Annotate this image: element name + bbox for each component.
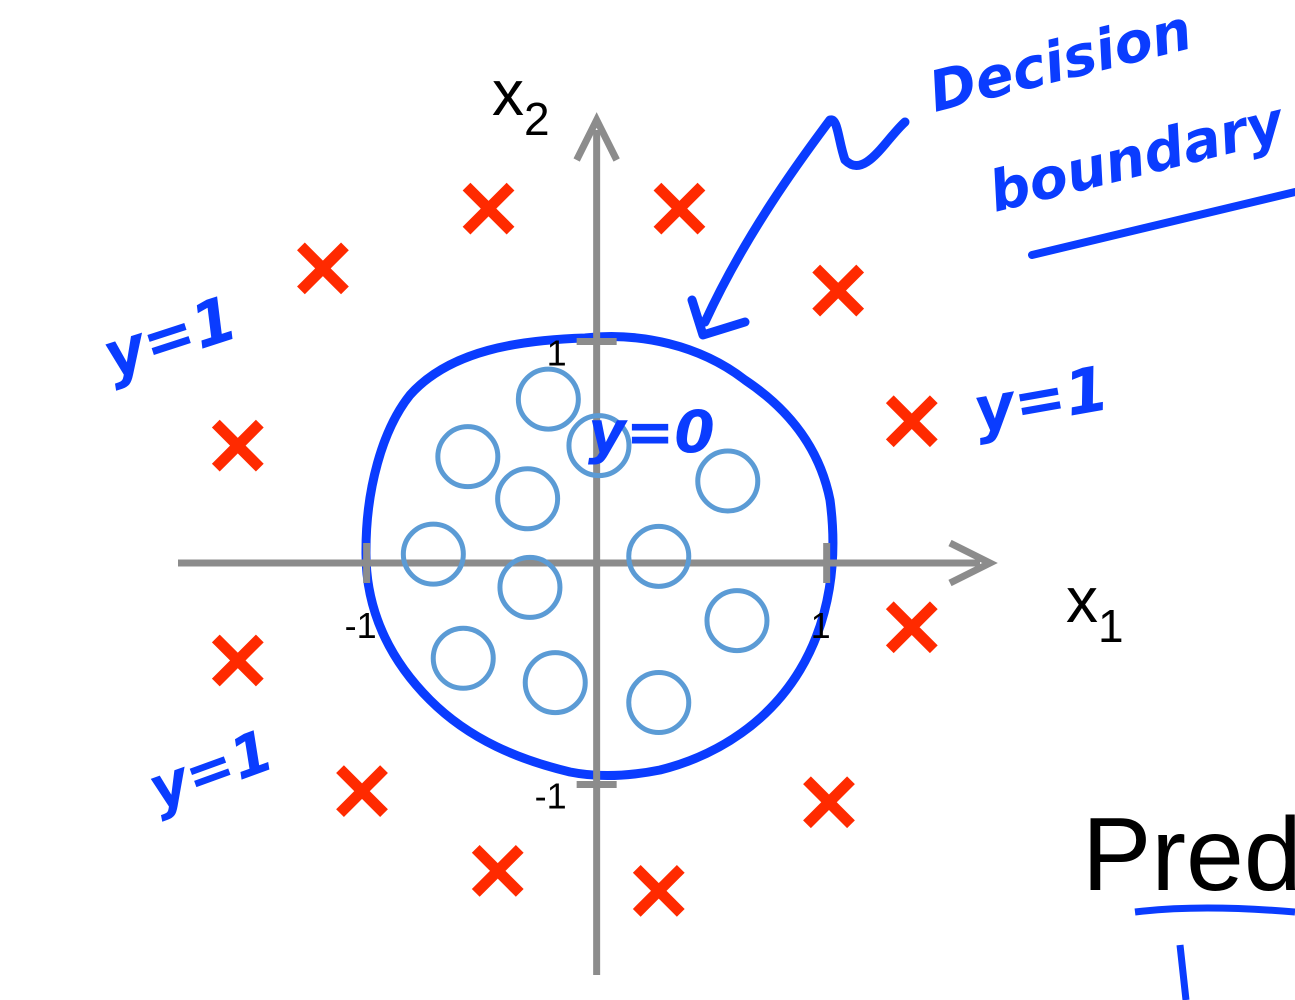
y-axis-arrow xyxy=(573,112,620,162)
cross-stroke xyxy=(462,182,515,235)
cross-point xyxy=(803,776,855,829)
cross-stroke xyxy=(336,765,388,818)
cross-point xyxy=(471,845,524,897)
cross-point xyxy=(462,182,515,235)
circle-point xyxy=(695,448,761,514)
cross-point xyxy=(211,634,264,687)
circle-point xyxy=(626,523,692,589)
cross-stroke xyxy=(812,264,865,317)
handwritten-note: y=0 xyxy=(588,398,715,466)
annotation-arrow xyxy=(687,115,910,340)
cross-stroke xyxy=(653,182,706,235)
cross-point xyxy=(297,242,349,295)
axis-label: x2 xyxy=(492,57,550,145)
circle-point xyxy=(495,466,561,532)
circle-point xyxy=(400,521,466,587)
cross-point xyxy=(885,601,938,654)
y-tick-label: 1 xyxy=(547,333,567,374)
circle-point xyxy=(626,670,692,736)
handwritten-note: y=1 xyxy=(140,716,282,823)
slide-underline xyxy=(1134,904,1295,1000)
annotation-underline xyxy=(1028,188,1295,259)
cross-point xyxy=(336,765,388,818)
circle-point xyxy=(522,650,588,716)
axis-label-text: x xyxy=(1066,564,1098,636)
cross-stroke xyxy=(211,634,264,687)
cross-point xyxy=(653,182,706,235)
cross-point xyxy=(885,395,938,448)
cross-point xyxy=(812,264,865,317)
cross-stroke xyxy=(297,242,349,295)
cross-stroke xyxy=(885,601,938,654)
cross-stroke xyxy=(471,845,524,897)
circle-point xyxy=(515,366,581,432)
cross-stroke xyxy=(632,864,685,917)
cross-point xyxy=(632,864,685,917)
y-tick-label: -1 xyxy=(535,776,567,817)
circle-point xyxy=(497,554,563,620)
handwritten-note: Decision xyxy=(923,0,1199,126)
x-axis-arrow xyxy=(948,539,998,587)
handwritten-note: y=1 xyxy=(94,281,245,392)
circle-point xyxy=(566,413,632,479)
circle-point xyxy=(435,424,501,490)
axis-label-subscript: 2 xyxy=(524,93,550,145)
axis-label-text: x xyxy=(492,57,524,129)
cross-stroke xyxy=(803,776,855,829)
circle-point xyxy=(704,588,770,654)
circle-point xyxy=(430,625,496,691)
cross-point xyxy=(211,419,264,472)
decision-boundary xyxy=(361,332,838,780)
axis-label: x1 xyxy=(1066,564,1124,652)
cross-stroke xyxy=(211,419,264,472)
slide-text: Pred xyxy=(1082,797,1295,913)
x-tick-label: -1 xyxy=(345,605,377,646)
axis-label-subscript: 1 xyxy=(1098,600,1124,652)
handwritten-note: y=1 xyxy=(968,351,1114,446)
cross-stroke xyxy=(885,395,938,448)
x-tick-label: 1 xyxy=(811,605,831,646)
